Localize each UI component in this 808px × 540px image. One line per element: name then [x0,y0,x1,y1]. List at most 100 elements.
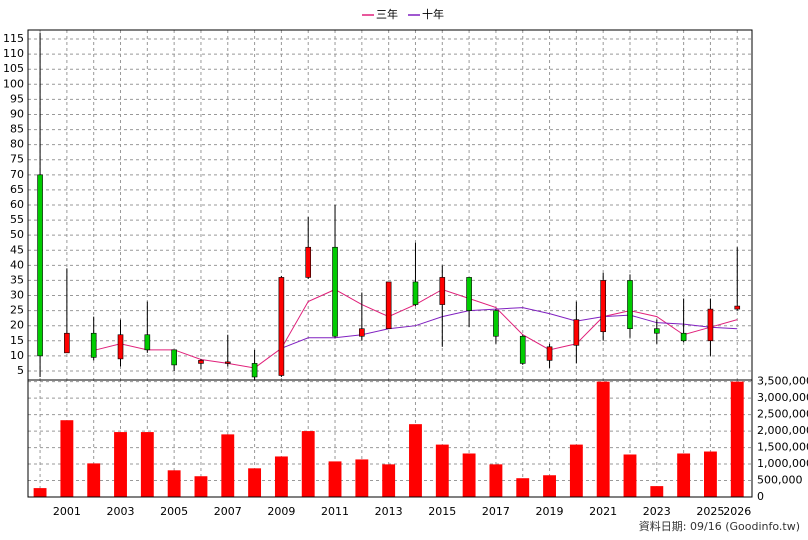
volume-bar [650,486,664,497]
y-tick-label: 65 [10,183,24,196]
candle-body [359,328,365,337]
candle-body [278,277,285,376]
y2-tick-label: 500,000 [757,474,803,487]
volume-bar [328,461,342,497]
x-tick-label: 2019 [536,505,564,518]
x-tick-label: 2001 [53,505,81,518]
x-tick-label: 2017 [482,505,510,518]
y-tick-label: 110 [3,47,24,60]
y-tick-label: 30 [10,289,24,302]
candle-body [600,280,606,333]
volume-bar [569,444,583,497]
x-tick-label: 2009 [267,505,295,518]
volume-bar [167,470,181,497]
volume-bar [221,434,235,497]
volume-bar [301,431,315,497]
y-tick-label: 70 [10,168,24,181]
volume-bar [33,488,47,497]
candle-body [385,281,392,330]
y-tick-label: 40 [10,258,24,271]
y-tick-label: 95 [10,92,24,105]
y-tick-label: 50 [10,228,24,241]
legend-label: 三年 [376,7,398,21]
x-tick-label: 2021 [589,505,617,518]
volume-bar [704,451,717,497]
y-tick-label: 25 [10,304,24,317]
volume-bar [355,459,369,497]
y-tick-label: 75 [10,153,24,166]
y-tick-label: 90 [10,107,24,120]
candle-body [37,174,43,357]
x-tick-label: 2005 [160,505,188,518]
ma-line [281,307,738,349]
y-tick-label: 10 [10,349,24,362]
volume-bar [114,432,127,497]
candle-body [144,334,151,351]
y-tick-label: 5 [17,364,24,377]
volume-bar [543,475,556,497]
y2-tick-label: 3,500,000 [757,375,808,388]
volume-bar [274,456,288,497]
candle-body [680,332,687,342]
candle-body [64,332,70,354]
footer: 資料日期: 09/16 (Goodinfo.tw) [639,519,800,533]
y-tick-label: 85 [10,123,24,136]
volume-bar [677,453,691,497]
candle-body [198,360,204,364]
candle-body [332,246,338,337]
y-tick-label: 55 [10,213,24,226]
x-tick-label: 2003 [107,505,135,518]
candle-body [117,334,124,360]
y2-tick-label: 0 [757,490,764,503]
legend-label: 十年 [422,7,444,21]
candle-body [412,281,419,305]
candle-body [439,277,446,305]
candle-body [493,310,499,337]
volume-bar [596,381,610,497]
candle-body [305,246,312,278]
volume-bar [194,476,208,497]
volume-bar [623,454,637,497]
x-tick-label: 2026 [723,505,751,518]
volume-bar [730,381,744,497]
candle-body [546,346,553,361]
y2-tick-label: 2,000,000 [757,424,808,437]
x-tick-label: 2011 [321,505,349,518]
candle-body [734,305,741,310]
candle-body [654,328,660,334]
y-tick-label: 100 [3,77,24,90]
y2-tick-label: 1,500,000 [757,441,808,454]
y2-tick-label: 3,000,000 [757,391,808,404]
volume-bar [516,478,530,497]
y-tick-label: 20 [10,319,24,332]
y2-tick-label: 2,500,000 [757,408,808,421]
volume-bar [435,444,449,497]
y-tick-label: 60 [10,198,24,211]
y-tick-label: 45 [10,243,24,256]
candle-body [519,335,526,364]
volume-bar [462,453,476,497]
candle-body [707,308,714,342]
y-tick-label: 105 [3,62,24,75]
panel-border [27,29,753,498]
candle-body [251,363,258,378]
y-tick-label: 80 [10,138,24,151]
candle-body [90,332,97,358]
volume-bar [140,432,154,497]
candle-body [466,277,472,311]
x-tick-label: 2015 [428,505,456,518]
candle-body [627,280,633,330]
x-tick-label: 2007 [214,505,242,518]
x-tick-label: 2023 [643,505,671,518]
x-tick-label: 2025 [696,505,724,518]
volume-bar [489,464,503,497]
volume-bar [87,463,101,497]
y-tick-label: 15 [10,334,24,347]
candle-body [224,361,231,364]
x-tick-label: 2013 [375,505,403,518]
y-tick-label: 115 [3,32,24,45]
candle-body [573,319,580,346]
candle-body [171,349,177,366]
volume-bar [248,468,262,497]
